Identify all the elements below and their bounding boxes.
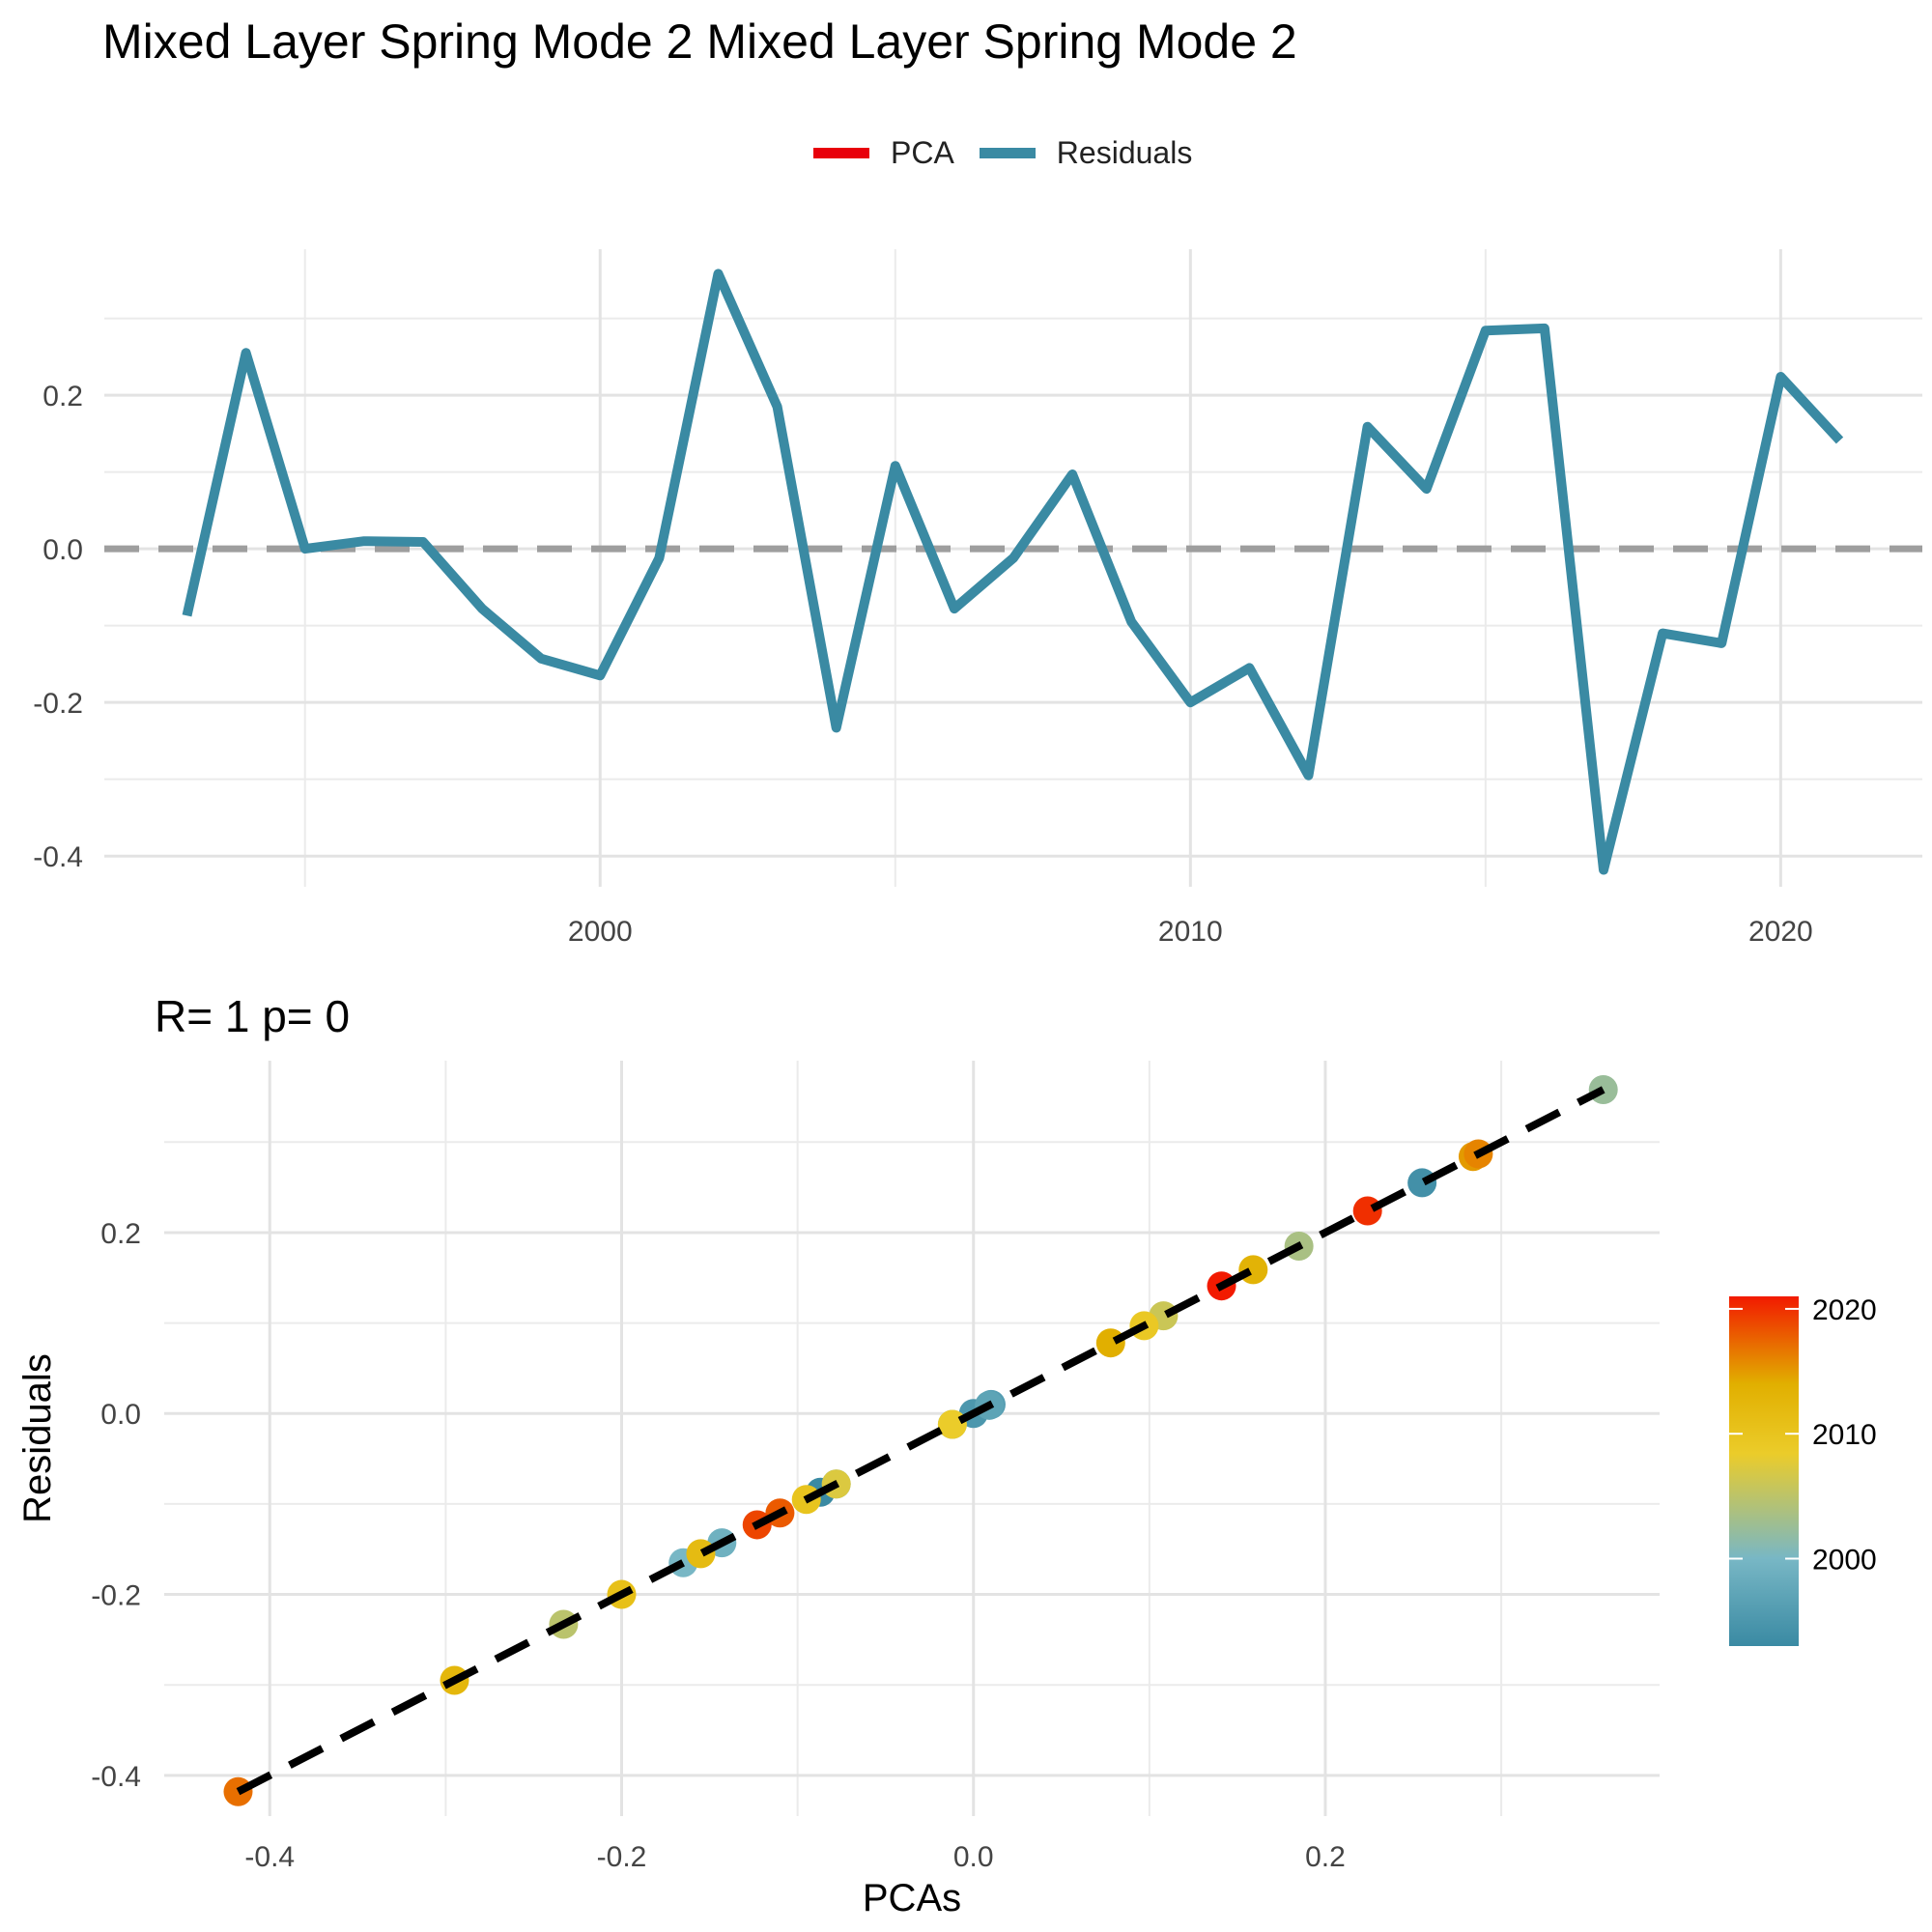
- x-tick-label: 0.0: [953, 1841, 994, 1873]
- x-tick-label: 2010: [1158, 916, 1223, 948]
- y-tick-label: 0.0: [100, 1399, 141, 1431]
- y-tick-label: -0.4: [91, 1761, 141, 1793]
- scatter-title: R= 1 p= 0: [155, 991, 351, 1041]
- scatter-panel: -0.4 -0.2 0.0 0.2 -0.4 -0.2 0.0 0.2 PCAs Residual…: [16, 1061, 1660, 1919]
- y-tick-label: 0.2: [43, 381, 83, 412]
- x-tick-label: 2000: [568, 916, 633, 948]
- y-tick-label: -0.2: [91, 1580, 141, 1612]
- scatter-point: [1352, 1196, 1382, 1226]
- x-tick-label: -0.4: [244, 1841, 295, 1873]
- y-tick-label: 0.0: [43, 534, 83, 566]
- legend-item-pca: PCA: [813, 135, 954, 171]
- legend-label-residuals: Residuals: [1056, 134, 1193, 170]
- colorbar-tick-label: 2000: [1812, 1545, 1877, 1577]
- y-axis-title: Residuals: [16, 1353, 59, 1523]
- scatter-point: [937, 1409, 967, 1439]
- x-tick-label: -0.2: [597, 1841, 647, 1873]
- x-axis-title: PCAs: [863, 1877, 961, 1919]
- x-tick-label: 2020: [1748, 916, 1813, 948]
- y-tick-label: 0.2: [100, 1218, 141, 1250]
- y-tick-label: -0.2: [33, 688, 83, 720]
- legend-swatch-pca: [813, 147, 869, 158]
- colorbar: 2000 2010 2020: [1729, 1294, 1877, 1646]
- chart-title: Mixed Layer Spring Mode 2 Mixed Layer Sp…: [102, 14, 1297, 69]
- y-tick-label: -0.4: [33, 841, 83, 873]
- colorbar-tick-label: 2010: [1812, 1419, 1877, 1451]
- legend-item-residuals: Residuals: [979, 134, 1193, 171]
- residuals-line: [182, 269, 1844, 875]
- scatter-point: [686, 1539, 716, 1569]
- legend-label-pca: PCA: [891, 134, 954, 170]
- x-tick-label: 0.2: [1305, 1841, 1346, 1873]
- fit-line: [236, 1086, 1605, 1796]
- legend: PCA Residuals: [813, 133, 1192, 172]
- line-panel: -0.4 -0.2 0.0 0.2 2000 2010 2020: [33, 249, 1922, 948]
- colorbar-tick-label: 2020: [1812, 1294, 1877, 1326]
- legend-swatch-residuals: [979, 147, 1036, 158]
- colorbar-gradient: [1729, 1296, 1799, 1646]
